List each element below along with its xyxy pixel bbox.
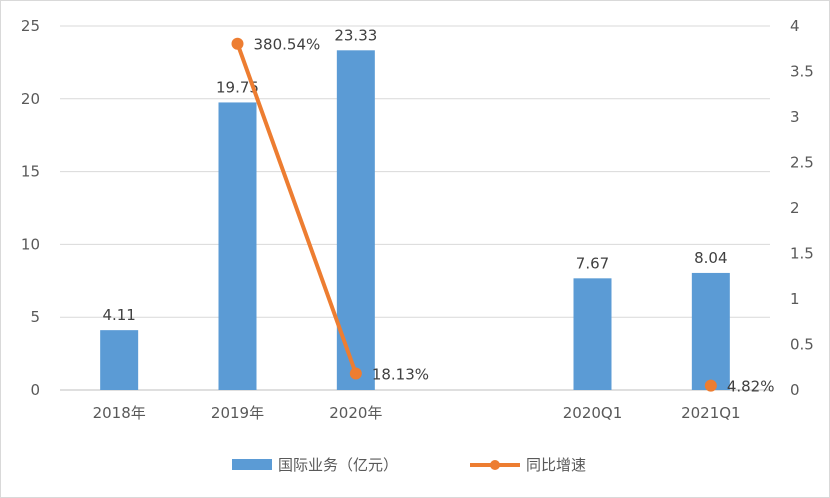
bar	[100, 330, 139, 390]
right-tick-label: 3	[790, 108, 800, 126]
line-value-label: 380.54%	[254, 36, 321, 54]
legend-line-marker	[490, 460, 500, 470]
right-tick-label: 2	[790, 199, 800, 217]
x-tick-label: 2019年	[211, 404, 264, 422]
right-tick-label: 1.5	[790, 245, 814, 263]
x-axis-labels: 2018年 2019年 2020年 2020Q1 2021Q1	[93, 404, 741, 422]
line-path	[235, 43, 358, 375]
bar	[218, 102, 257, 390]
left-tick-label: 5	[30, 308, 40, 326]
right-tick-label: 3.5	[790, 63, 814, 81]
bar	[573, 278, 612, 390]
legend: 国际业务（亿元） 同比增速	[232, 456, 586, 474]
line-marker	[704, 379, 717, 392]
right-tick-label: 0	[790, 381, 800, 399]
left-tick-label: 10	[21, 235, 40, 253]
right-tick-label: 1	[790, 290, 800, 308]
line-value-label: 4.82%	[727, 378, 775, 396]
right-tick-label: 4	[790, 17, 800, 35]
x-tick-label: 2020年	[329, 404, 382, 422]
bar-value-label: 19.75	[216, 78, 259, 96]
line-marker	[349, 367, 362, 380]
line-value-label: 18.13%	[372, 366, 429, 384]
x-tick-label: 2021Q1	[681, 404, 741, 422]
bar-value-label: 7.67	[576, 254, 609, 272]
x-tick-label: 2018年	[93, 404, 146, 422]
left-tick-label: 20	[21, 90, 40, 108]
bar-series	[100, 50, 730, 391]
legend-line-label: 同比增速	[526, 456, 586, 474]
bar	[691, 272, 730, 390]
line-data-labels: 380.54% 18.13% 4.82%	[254, 36, 775, 396]
bar-value-label: 4.11	[102, 306, 135, 324]
legend-bar-swatch	[232, 459, 272, 470]
right-tick-label: 0.5	[790, 336, 814, 354]
bar-value-label: 23.33	[334, 26, 377, 44]
left-axis-ticks: 0 5 10 15 20 25	[21, 17, 40, 399]
x-tick-label: 2020Q1	[563, 404, 623, 422]
left-tick-label: 25	[21, 17, 40, 35]
bar-data-labels: 4.11 19.75 23.33 7.67 8.04	[102, 26, 727, 324]
left-tick-label: 0	[30, 381, 40, 399]
gridlines	[60, 25, 770, 391]
legend-bar-label: 国际业务（亿元）	[278, 456, 398, 474]
right-tick-label: 2.5	[790, 154, 814, 172]
line-series	[231, 37, 717, 392]
line-marker	[231, 37, 244, 50]
left-tick-label: 15	[21, 163, 40, 181]
bar-value-label: 8.04	[694, 249, 727, 267]
right-axis-ticks: 0 0.5 1 1.5 2 2.5 3 3.5 4	[790, 17, 814, 399]
